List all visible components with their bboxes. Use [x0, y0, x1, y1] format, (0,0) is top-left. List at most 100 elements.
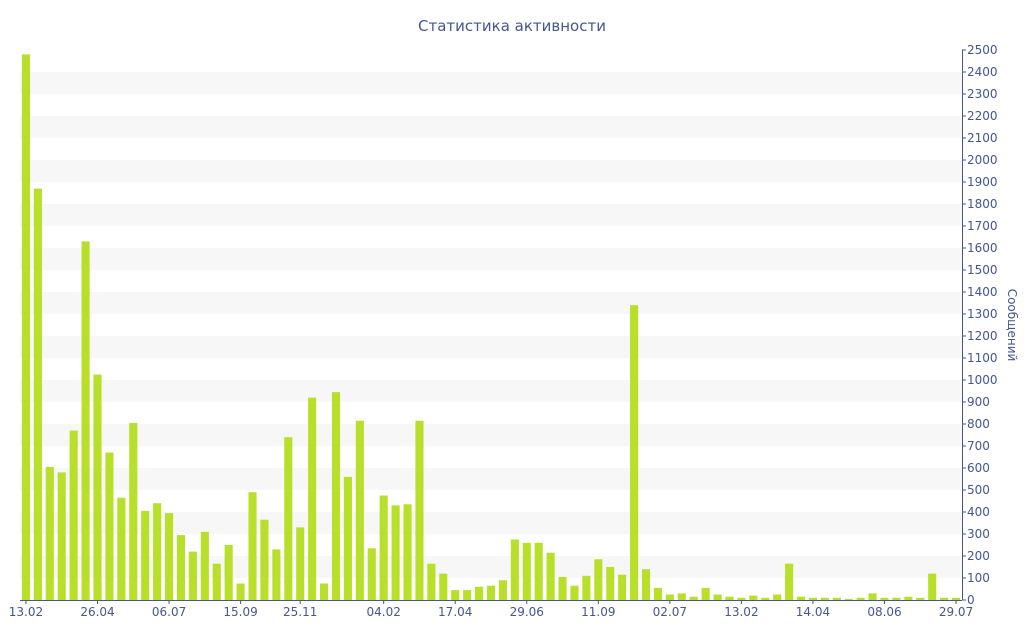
y-tick-label: 600: [967, 461, 990, 475]
y-tick-label: 100: [967, 571, 990, 585]
grid-bands: [20, 72, 962, 578]
bar: [188, 551, 197, 600]
y-tick-label: 1000: [967, 373, 998, 387]
grid-band: [20, 556, 962, 578]
y-tick-label: 1100: [967, 351, 998, 365]
bar: [367, 548, 376, 600]
bar: [904, 596, 913, 600]
x-tick-label: 02.07: [653, 605, 687, 619]
bar: [618, 574, 627, 600]
y-tick-label: 2400: [967, 65, 998, 79]
bar: [165, 513, 174, 600]
bar: [21, 54, 31, 600]
grid-band: [20, 336, 962, 358]
bar: [570, 585, 579, 600]
bar: [951, 597, 961, 600]
bar: [522, 542, 531, 600]
bar: [379, 495, 388, 600]
bar: [117, 497, 126, 600]
bar: [546, 552, 555, 600]
y-tick-label: 2000: [967, 153, 998, 167]
x-tick-label: 29.06: [510, 605, 544, 619]
grid-band: [20, 424, 962, 446]
bar-series: [21, 54, 961, 600]
bar: [713, 594, 722, 600]
bar: [534, 542, 543, 600]
bar: [832, 597, 841, 600]
x-tick-label: 06.07: [152, 605, 186, 619]
x-axis-ticks: 13.02 26.04 06.07 15.09 25.11 04.02 17.04 29.06…: [9, 600, 973, 619]
bar: [486, 585, 496, 600]
grid-band: [20, 292, 962, 314]
bar: [749, 595, 758, 600]
bar: [689, 596, 698, 600]
x-tick-label: 15.09: [223, 605, 257, 619]
y-tick-label: 1300: [967, 307, 998, 321]
y-tick-label: 2200: [967, 109, 998, 123]
y-tick-label: 1400: [967, 285, 998, 299]
bar: [630, 305, 639, 600]
grid-band: [20, 160, 962, 182]
x-tick-label: 14.04: [796, 605, 830, 619]
grid-band: [20, 468, 962, 490]
y-tick-label: 1800: [967, 197, 998, 211]
y-tick-label: 0: [967, 593, 975, 607]
bar: [475, 586, 484, 600]
bar: [796, 596, 806, 600]
bar: [725, 596, 734, 600]
bar: [33, 188, 42, 600]
y-tick-label: 800: [967, 417, 990, 431]
bar: [415, 420, 424, 600]
bar: [463, 590, 472, 600]
y-tick-label: 2300: [967, 87, 998, 101]
y-axis-label: Сообщений: [1005, 289, 1019, 362]
bar: [820, 597, 829, 600]
bar: [224, 545, 233, 600]
x-tick-label: 08.06: [867, 605, 901, 619]
bar: [773, 594, 782, 600]
bar: [93, 374, 102, 600]
y-tick-label: 2100: [967, 131, 998, 145]
bar: [427, 563, 436, 600]
x-tick-label: 13.02: [724, 605, 758, 619]
y-tick-label: 500: [967, 483, 990, 497]
y-tick-label: 400: [967, 505, 990, 519]
y-tick-label: 200: [967, 549, 990, 563]
bar: [868, 593, 877, 600]
bar: [69, 430, 78, 600]
bar: [856, 597, 865, 600]
bar: [701, 587, 710, 600]
chart-title: Статистика активности: [418, 17, 606, 35]
x-tick-label: 25.11: [283, 605, 317, 619]
x-tick-label: 29.07: [939, 605, 973, 619]
bar: [439, 573, 448, 600]
bar: [641, 569, 651, 600]
bar: [403, 504, 412, 600]
bar: [141, 510, 150, 600]
bar: [892, 597, 901, 600]
bar: [105, 452, 114, 600]
y-tick-label: 2500: [967, 43, 998, 57]
y-tick-label: 1700: [967, 219, 998, 233]
bar: [510, 539, 519, 600]
grid-band: [20, 116, 962, 138]
bar: [81, 241, 90, 600]
y-axis-ticks: 0 100 200 300 400 500 600 700 800 900 1000 1100 1200…: [962, 43, 998, 607]
bar: [272, 549, 281, 600]
grid-band: [20, 204, 962, 226]
bar: [880, 597, 889, 600]
axes: [20, 50, 963, 601]
y-tick-label: 700: [967, 439, 990, 453]
bar: [928, 573, 937, 600]
bar: [606, 567, 615, 600]
grid-band: [20, 380, 962, 402]
bar: [665, 594, 674, 600]
grid-band: [20, 248, 962, 270]
bar: [176, 535, 186, 600]
y-tick-label: 1900: [967, 175, 998, 189]
y-tick-label: 1200: [967, 329, 998, 343]
bar: [451, 590, 460, 600]
bar: [916, 597, 925, 600]
bar: [844, 598, 853, 600]
